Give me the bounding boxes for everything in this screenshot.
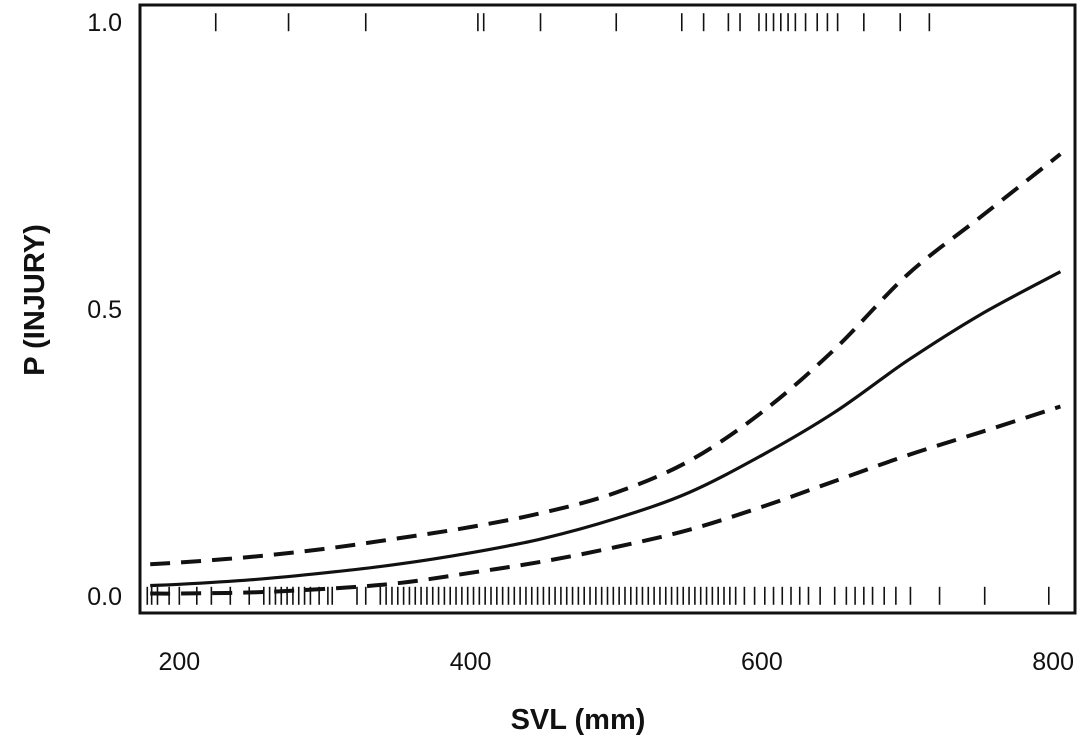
- y-axis-title: P (INJURY): [19, 224, 51, 375]
- x-tick-label: 400: [450, 648, 492, 676]
- rug-layer: [146, 13, 1050, 605]
- fitted-probability-line: [150, 270, 1062, 588]
- x-axis-title: SVL (mm): [511, 704, 646, 736]
- tick-layer: 200 400 600 800 0.0 0.5 1.0: [87, 9, 1074, 676]
- y-tick-label: 1.0: [87, 9, 122, 37]
- x-tick-label: 800: [1032, 648, 1074, 676]
- x-tick-label: 200: [158, 648, 200, 676]
- confidence-band-line: [150, 404, 1062, 596]
- y-tick-label: 0.5: [87, 296, 122, 324]
- plot-frame: [138, 3, 1077, 615]
- lines-layer: [150, 152, 1062, 596]
- confidence-band-line: [150, 152, 1062, 567]
- x-tick-label: 600: [741, 648, 783, 676]
- y-tick-label: 0.0: [87, 583, 122, 611]
